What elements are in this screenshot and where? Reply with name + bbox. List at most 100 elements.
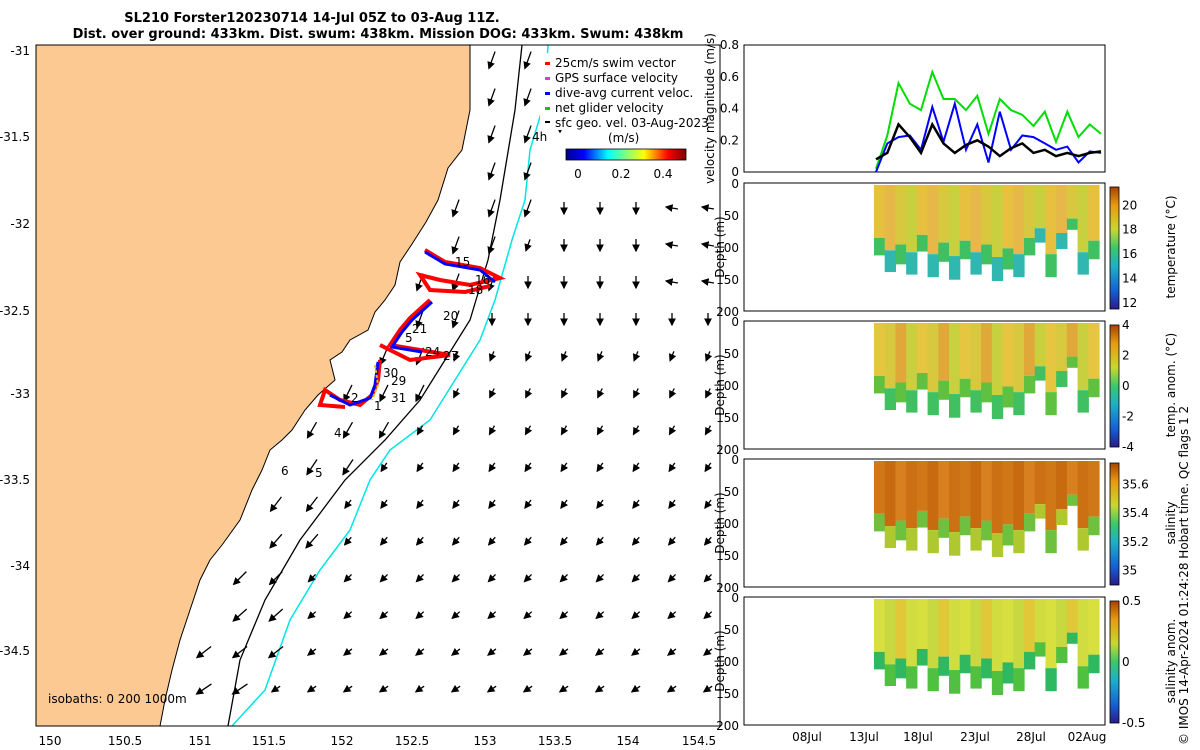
current-vector-arrow: [523, 199, 532, 218]
salinity-cell: [906, 528, 918, 551]
salinity-anom-cell: [981, 599, 993, 659]
waypoint-label: 21: [412, 322, 427, 336]
temperature-colorbar-tick: 18: [1122, 223, 1137, 237]
salinity-colorbar-tick: 35.2: [1122, 535, 1149, 549]
current-vector-arrow: [487, 162, 496, 181]
current-vector-arrow: [344, 499, 353, 510]
current-vector-arrow: [342, 459, 354, 476]
current-vector-arrow: [343, 611, 353, 620]
colorbar-label: (m/s): [608, 131, 639, 145]
current-vector-arrow: [305, 496, 318, 513]
temperature-cell: [1045, 185, 1057, 255]
current-vector-arrow: [523, 647, 533, 656]
temp-anom-cell: [1056, 323, 1068, 371]
temp-anom-colorbar-tick: 4: [1122, 318, 1130, 332]
temperature-cell: [916, 234, 929, 252]
salinity-ytick: 50: [724, 485, 739, 499]
current-vector-arrow: [380, 462, 389, 473]
salinity-anom-cell: [970, 599, 982, 667]
lon-tick: 151: [189, 734, 212, 748]
current-vector-arrow: [523, 88, 532, 107]
current-vector-arrow: [488, 425, 497, 436]
salinity-anom-ytick: 0: [731, 591, 739, 605]
temperature-cell: [927, 185, 939, 255]
lon-tick: 151.5: [252, 734, 286, 748]
waypoint-label: 15: [455, 255, 470, 269]
current-vector-arrow: [596, 462, 605, 473]
salinity-anom-ytick: 200: [716, 719, 739, 733]
salinity-anom-cell: [1002, 662, 1014, 684]
salinity-anom-cell: [1024, 651, 1036, 670]
salinity-ytick: 100: [716, 517, 739, 531]
salinity-cell: [949, 461, 961, 533]
current-vector-arrow: [664, 278, 679, 286]
salinity-cell: [1066, 461, 1079, 495]
salinity-anom-ytick: 150: [716, 687, 739, 701]
salinity-anom-cell: [1013, 668, 1025, 692]
temp-anom-cell: [938, 323, 950, 381]
current-vector-arrow: [451, 611, 461, 620]
salinity-anom-cell: [1034, 599, 1047, 643]
salinity-cell: [1045, 530, 1057, 554]
salinity-cell: [991, 461, 1004, 533]
temperature-cell: [970, 185, 982, 253]
temp-anom-cell: [1024, 375, 1036, 394]
current-vector-arrow: [450, 684, 461, 693]
current-vector-arrow: [488, 499, 497, 510]
legend-entry-net: net glider velocity: [555, 101, 663, 115]
current-vector-arrow: [487, 88, 496, 107]
salinity-anom-cell: [1077, 666, 1089, 689]
figure-title-line2: Dist. over ground: 433km. Dist. swum: 43…: [73, 27, 684, 42]
salinity-cell: [874, 513, 886, 532]
temp-anom-cell: [916, 372, 929, 390]
temperature-cell: [874, 185, 886, 238]
current-vector-arrow: [595, 536, 604, 546]
current-vector-arrow: [703, 536, 712, 546]
current-vector-arrow: [268, 571, 283, 586]
temp-anom-cell: [981, 382, 993, 403]
current-vector-arrow: [416, 499, 425, 510]
salinity-cell: [884, 461, 897, 527]
map-frame: [35, 44, 721, 727]
current-vector-arrow: [489, 388, 497, 399]
glider-track: [317, 248, 506, 409]
current-vector-arrow: [703, 647, 713, 656]
temperature-cell: [906, 185, 918, 253]
map-lon-axis: 150 150.5 151 151.5 152 152.5 153 153.5 …: [39, 734, 717, 748]
lon-tick: 154.5: [682, 734, 716, 748]
temp-anom-cell: [927, 392, 939, 416]
current-vector-arrow: [343, 536, 352, 546]
temp-anom-cell: [927, 323, 939, 393]
current-vector-arrow: [631, 611, 641, 620]
track-segment: [371, 364, 380, 401]
current-vector-arrow: [451, 536, 460, 546]
temp-anom-cell: [874, 323, 886, 376]
current-vector-arrow: [415, 536, 424, 546]
time-tick: 18Jul: [903, 730, 933, 744]
current-vector-arrow: [487, 236, 496, 255]
current-vector-arrow: [559, 611, 569, 620]
temperature-cell: [916, 185, 929, 235]
current-vector-arrow: [667, 647, 677, 656]
current-vector-arrow: [452, 462, 461, 473]
current-vector-arrow: [561, 388, 569, 399]
track-segment: [424, 250, 496, 284]
current-vector-arrow: [632, 425, 641, 436]
salinity-anom-frame: [743, 596, 1106, 726]
temperature-cell: [1034, 185, 1047, 229]
temp-anom-cell: [1066, 323, 1079, 357]
isobath-note: isobaths: 0 200 1000m: [48, 692, 187, 706]
temp-anom-cell: [1077, 390, 1089, 413]
track-segment: [379, 298, 451, 363]
salinity-anom-cell: [906, 599, 918, 667]
lon-tick: 153.5: [538, 734, 572, 748]
temperature-cell: [1024, 185, 1036, 238]
salinity-anom-colorbar: [1109, 600, 1120, 724]
salinity-cell: [1066, 494, 1079, 506]
velocity-ytick: 0: [731, 165, 739, 179]
temp-anom-cell: [874, 375, 886, 394]
velocity-ytick: 0.6: [720, 70, 739, 84]
temperature-cell: [927, 254, 939, 278]
salinity-anom-cell: [1024, 599, 1036, 652]
current-vector-arrow: [668, 425, 677, 436]
